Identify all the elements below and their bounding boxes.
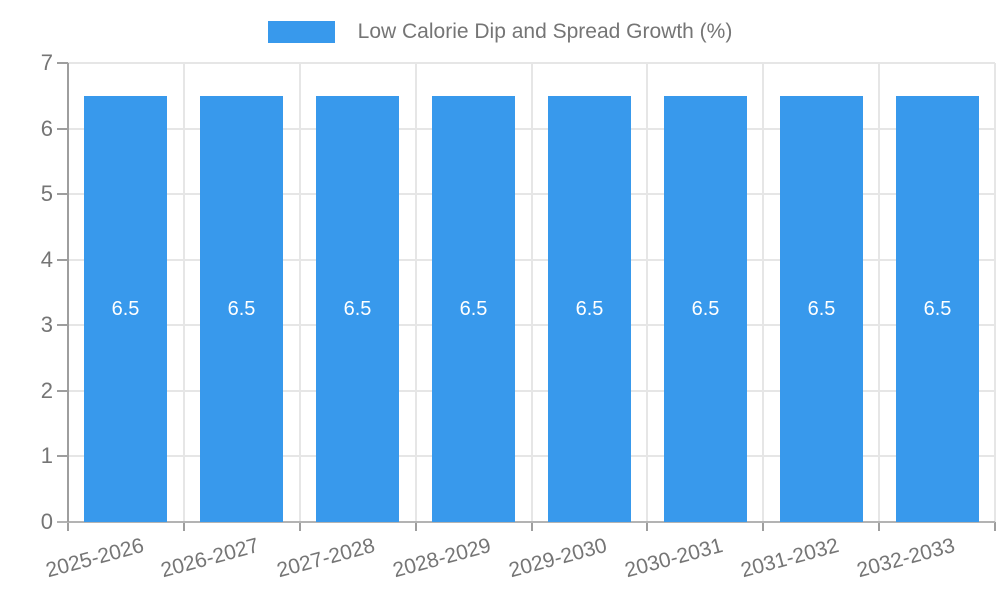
x-axis-tick [183,522,185,531]
x-axis-tick [531,522,533,531]
bar[interactable]: 6.5 [548,96,631,522]
x-axis-baseline [57,521,995,523]
bar-value-label: 6.5 [807,297,836,320]
x-gridline [878,63,880,522]
x-axis-tick [994,522,996,531]
x-gridline [762,63,764,522]
bar-value-label: 6.5 [691,297,720,320]
x-axis-label: 2032-2033 [854,534,958,583]
bar-value-label: 6.5 [227,297,256,320]
x-gridline [299,63,301,522]
y-axis-label: 6 [40,116,53,141]
y-axis-label: 2 [40,378,53,403]
x-axis-label: 2025-2026 [42,534,146,583]
y-axis-label: 7 [40,50,53,75]
bar[interactable]: 6.5 [200,96,283,522]
x-axis-label: 2031-2032 [738,534,842,583]
x-axis-label: 2028-2029 [390,534,494,583]
y-axis-tick [57,390,68,392]
bar[interactable]: 6.5 [432,96,515,522]
y-axis-label: 4 [40,247,53,272]
x-axis-tick [878,522,880,531]
y-axis-label: 3 [40,312,53,337]
legend-label: Low Calorie Dip and Spread Growth (%) [357,20,733,43]
x-axis-tick [762,522,764,531]
y-axis-label: 5 [40,181,53,206]
y-axis-tick [57,455,68,457]
x-gridline [994,63,996,522]
bar-value-label: 6.5 [111,297,140,320]
x-axis-tick [415,522,417,531]
bar-value-label: 6.5 [575,297,604,320]
bar[interactable]: 6.5 [316,96,399,522]
y-axis-tick [57,62,68,64]
x-axis-label: 2029-2030 [506,534,610,583]
legend[interactable]: Low Calorie Dip and Spread Growth (%) [0,20,1000,44]
legend-swatch [267,21,335,43]
x-axis-label: 2030-2031 [622,534,726,583]
bar[interactable]: 6.5 [664,96,747,522]
bar-value-label: 6.5 [923,297,952,320]
x-axis-tick [299,522,301,531]
x-gridline [531,63,533,522]
y-axis-label: 0 [40,509,53,534]
bar[interactable]: 6.5 [84,96,167,522]
y-axis-tick [57,324,68,326]
y-axis-line [67,63,69,522]
y-axis-tick [57,259,68,261]
y-axis-label: 1 [40,443,53,468]
bar-value-label: 6.5 [459,297,488,320]
x-gridline [415,63,417,522]
x-gridline [183,63,185,522]
x-axis-label: 2026-2027 [158,534,262,583]
y-axis-tick [57,128,68,130]
x-axis-label: 2027-2028 [274,534,378,583]
y-axis-tick [57,193,68,195]
bar[interactable]: 6.5 [780,96,863,522]
x-axis-tick [646,522,648,531]
bar-value-label: 6.5 [343,297,372,320]
x-axis-tick [67,522,69,531]
bar[interactable]: 6.5 [896,96,979,522]
x-gridline [646,63,648,522]
